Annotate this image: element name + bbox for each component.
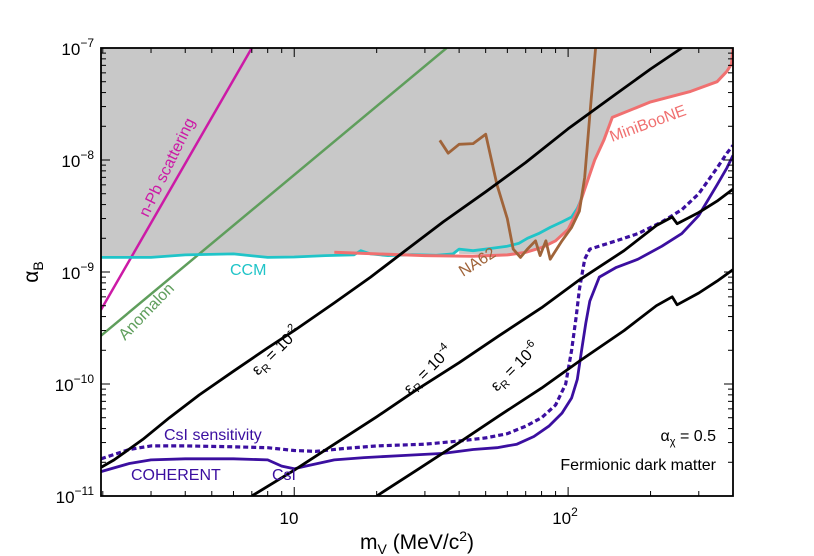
label-eps-1e-6: εR = 10-6 (486, 338, 545, 397)
y-axis-label: αB (20, 261, 46, 282)
x-axis-label: mV (MeV/c2) (360, 528, 474, 556)
y-tick-label-1e-7: 10−7 (61, 36, 94, 59)
annotation-fermionic: Fermionic dark matter (560, 457, 716, 474)
chart: 10−7 10−8 10−9 10−10 10−11 10 102 mV (Me… (0, 0, 814, 556)
label-csi: CsI (272, 467, 296, 484)
y-tick-label-1e-11: 10−11 (56, 484, 95, 507)
y-tick-label-1e-9: 10−9 (61, 260, 94, 283)
x-tick-label-10: 10 (280, 509, 299, 528)
label-ccm: CCM (230, 262, 266, 279)
label-coherent: COHERENT (131, 467, 221, 484)
label-anomalon: Anomalon (116, 280, 178, 344)
label-csi-sensitivity: CsI sensitivity (164, 427, 262, 444)
y-tick-label-1e-10: 10−10 (55, 372, 95, 395)
annotation-alpha-chi: αχ = 0.5 (660, 428, 716, 448)
label-eps-1e-2: εR = 10-2 (247, 322, 306, 381)
x-tick-label-100: 102 (552, 505, 578, 528)
y-tick-label-1e-8: 10−8 (61, 148, 94, 171)
